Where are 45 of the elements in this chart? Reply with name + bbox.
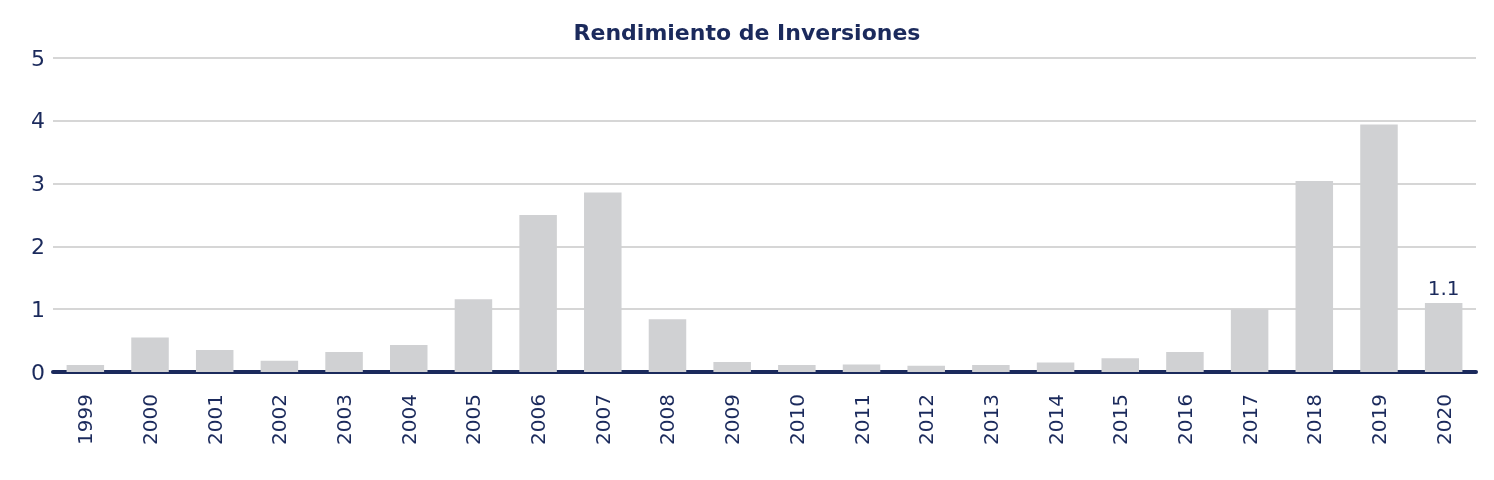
y-tick-label: 1 bbox=[31, 296, 45, 322]
y-tick-label: 4 bbox=[31, 108, 45, 134]
x-tick-label: 2012 bbox=[914, 394, 939, 445]
bar bbox=[389, 345, 428, 372]
x-tick-label: 2000 bbox=[138, 394, 163, 445]
x-tick-label: 2009 bbox=[720, 394, 745, 445]
bar bbox=[195, 350, 234, 372]
x-tick-label: 2005 bbox=[461, 394, 486, 445]
bar bbox=[66, 365, 105, 372]
bar bbox=[325, 351, 363, 372]
bar bbox=[1166, 351, 1204, 372]
x-tick-label: 2020 bbox=[1431, 394, 1456, 445]
x-tick-label: 2015 bbox=[1108, 394, 1133, 445]
x-tick-label: 2001 bbox=[202, 394, 227, 445]
x-tick-label: 2017 bbox=[1237, 394, 1262, 445]
data-label: 1.1 bbox=[1427, 275, 1460, 300]
y-tick-label: 5 bbox=[31, 45, 45, 71]
chart-title: Rendimiento de Inversiones bbox=[573, 19, 921, 45]
x-tick-label: 1999 bbox=[73, 394, 98, 445]
y-tick-label: 2 bbox=[31, 233, 45, 259]
x-tick-label: 2016 bbox=[1172, 394, 1197, 445]
bar bbox=[713, 361, 751, 372]
x-tick-label: 2019 bbox=[1366, 394, 1391, 445]
y-tick-label: 0 bbox=[31, 359, 45, 385]
x-tick-label: 2011 bbox=[849, 394, 874, 445]
bar bbox=[260, 360, 299, 372]
x-tick-label: 2018 bbox=[1302, 394, 1327, 445]
bar bbox=[778, 365, 816, 372]
bar bbox=[1101, 358, 1140, 372]
x-tick-label: 2014 bbox=[1043, 394, 1068, 445]
bar bbox=[648, 319, 687, 372]
bar bbox=[131, 337, 169, 372]
x-tick-label: 2010 bbox=[784, 394, 809, 445]
bar bbox=[907, 365, 945, 372]
x-tick-label: 2013 bbox=[978, 394, 1003, 445]
bar bbox=[972, 365, 1010, 372]
x-tick-label: 2008 bbox=[655, 394, 680, 445]
x-tick-label: 2002 bbox=[267, 394, 292, 445]
x-tick-label: 2003 bbox=[332, 394, 357, 445]
bar bbox=[1036, 362, 1075, 372]
x-tick-label: 2007 bbox=[590, 394, 615, 445]
y-tick-label: 3 bbox=[31, 171, 45, 197]
x-tick-label: 2006 bbox=[526, 394, 551, 445]
bar bbox=[842, 364, 881, 372]
x-tick-label: 2004 bbox=[396, 394, 421, 445]
